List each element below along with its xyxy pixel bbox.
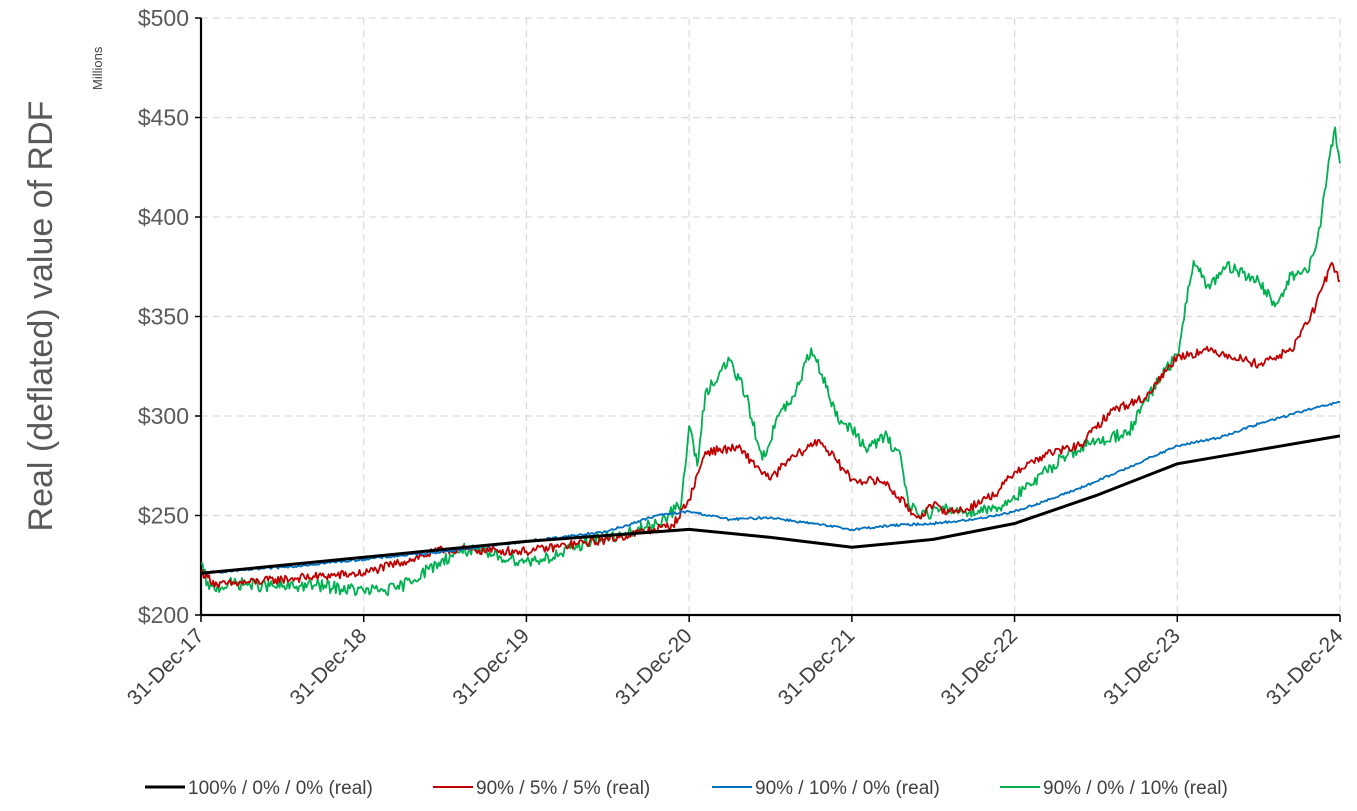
y-tick-label: $200 <box>138 602 189 628</box>
series-line-1 <box>200 434 1341 575</box>
series-lines <box>200 126 1341 597</box>
y-tick-label: $350 <box>138 304 189 330</box>
x-tick-label: 31-Dec-19 <box>448 624 534 710</box>
legend-label: 90% / 0% / 10% (real) <box>1043 778 1228 799</box>
y-tick-label: $400 <box>138 204 189 230</box>
legend-label: 100% / 0% / 0% (real) <box>188 778 373 799</box>
axes <box>195 17 1341 622</box>
legend-label: 90% / 5% / 5% (real) <box>476 778 650 799</box>
x-tick-label: 31-Dec-17 <box>123 624 209 710</box>
y-tick-label: $250 <box>138 503 189 529</box>
series-line-4 <box>200 126 1341 597</box>
x-tick-label: 31-Dec-22 <box>937 624 1023 710</box>
gridlines <box>201 17 1341 615</box>
legend-label: 90% / 10% / 0% (real) <box>755 778 940 799</box>
y-tick-label: $300 <box>138 403 189 429</box>
x-tick-label: 31-Dec-24 <box>1262 624 1348 710</box>
series-line-2 <box>200 261 1341 589</box>
y-tick-label: $450 <box>138 105 189 131</box>
x-tick-label: 31-Dec-18 <box>286 624 372 710</box>
y-tick-label: $500 <box>138 5 189 31</box>
y-axis-title: Real (deflated) value of RDF <box>22 101 60 532</box>
series-line-3 <box>200 401 1341 575</box>
y-axis-unit: Millions <box>90 46 105 90</box>
legend: 100% / 0% / 0% (real) 90% / 5% / 5% (real… <box>145 778 1228 799</box>
x-tick-label: 31-Dec-21 <box>774 624 860 710</box>
x-tick-label: 31-Dec-20 <box>611 624 697 710</box>
x-tick-label: 31-Dec-23 <box>1099 624 1185 710</box>
axis-labels: $200 $250 $300 $350 $400 $450 $500 31-Dec-17 31-… <box>123 5 1348 710</box>
